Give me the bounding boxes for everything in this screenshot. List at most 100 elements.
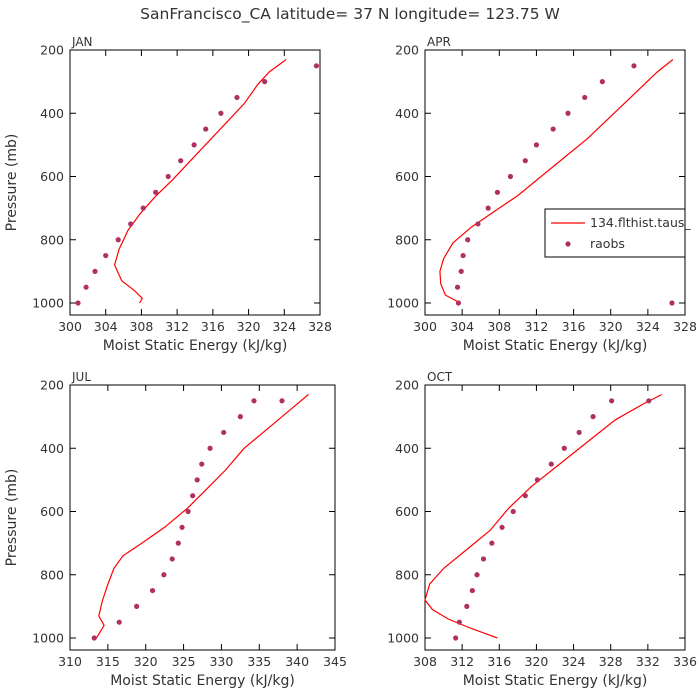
raobs-point bbox=[190, 493, 196, 499]
raobs-point bbox=[455, 300, 462, 306]
y-tick-label: 800 bbox=[40, 232, 64, 247]
raobs-point bbox=[134, 603, 140, 609]
raobs-point bbox=[485, 205, 491, 211]
y-tick-label: 600 bbox=[395, 504, 419, 519]
raobs-point bbox=[234, 94, 240, 101]
x-tick-label: 336 bbox=[673, 654, 697, 669]
legend-label-model: 134.flthist.taus_ bbox=[590, 215, 691, 230]
raobs-point bbox=[313, 63, 320, 69]
chart-panel-jan: 300 304 308 312 316 320 324 328 200 400 600 800 1000… bbox=[4, 35, 332, 354]
x-tick-label: 316 bbox=[487, 654, 511, 669]
model-line bbox=[439, 59, 674, 304]
y-tick-label: 1000 bbox=[32, 631, 64, 646]
y-axis-label: Pressure (mb) bbox=[4, 134, 20, 232]
x-axis-label: Moist Static Energy (kJ/kg) bbox=[103, 338, 288, 354]
y-tick-label: 600 bbox=[40, 169, 64, 184]
y-tick-label: 800 bbox=[395, 567, 419, 582]
panel-title: JAN bbox=[71, 35, 93, 49]
figure-title: SanFrancisco_CA latitude= 37 N longitude… bbox=[140, 5, 560, 24]
raobs-point bbox=[179, 524, 185, 530]
raobs-point bbox=[474, 572, 480, 578]
raobs-point bbox=[91, 635, 97, 641]
raobs-point bbox=[221, 429, 227, 436]
x-tick-label: 332 bbox=[636, 654, 660, 669]
x-tick-label: 304 bbox=[94, 319, 118, 334]
y-axis-label: Pressure (mb) bbox=[4, 469, 20, 567]
raobs-point bbox=[507, 173, 514, 180]
y-tick-label: 1000 bbox=[387, 631, 419, 646]
raobs-point bbox=[475, 221, 481, 227]
x-tick-label: 308 bbox=[487, 319, 511, 334]
raobs-point bbox=[279, 398, 285, 404]
raobs-point bbox=[565, 110, 571, 116]
x-axis-label: Moist Static Energy (kJ/kg) bbox=[110, 673, 295, 689]
legend-label-raobs: raobs bbox=[590, 236, 625, 251]
x-tick-label: 330 bbox=[209, 654, 233, 669]
raobs-point bbox=[199, 461, 205, 467]
x-tick-label: 340 bbox=[285, 654, 309, 669]
raobs-point bbox=[453, 635, 459, 641]
raobs-point bbox=[522, 158, 528, 164]
raobs-point bbox=[103, 252, 109, 259]
x-tick-label: 316 bbox=[562, 319, 586, 334]
x-tick-label: 312 bbox=[165, 319, 189, 334]
raobs-point bbox=[194, 477, 200, 483]
raobs-point bbox=[140, 205, 146, 211]
raobs-point bbox=[456, 619, 462, 625]
raobs-point bbox=[590, 414, 596, 420]
raobs-point bbox=[178, 158, 184, 164]
raobs-point bbox=[262, 79, 268, 85]
x-tick-label: 324 bbox=[562, 654, 586, 669]
raobs-point bbox=[533, 142, 540, 148]
raobs-point bbox=[460, 252, 466, 259]
raobs-point bbox=[153, 189, 159, 195]
raobs-point bbox=[191, 142, 197, 148]
x-tick-label: 345 bbox=[323, 654, 347, 669]
chart-panel-oct: 308 312 316 320 324 328 332 336 200 400 600 800 1000… bbox=[387, 370, 697, 689]
y-tick-label: 200 bbox=[395, 378, 419, 393]
raobs-point bbox=[237, 414, 243, 420]
panel-title: OCT bbox=[427, 370, 453, 384]
legend-box bbox=[544, 208, 686, 258]
x-tick-label: 308 bbox=[129, 319, 153, 334]
y-tick-label: 800 bbox=[40, 567, 64, 582]
model-line bbox=[424, 393, 663, 639]
x-tick-label: 320 bbox=[599, 319, 623, 334]
y-tick-label: 600 bbox=[395, 169, 419, 184]
raobs-point bbox=[116, 619, 122, 625]
x-tick-label: 308 bbox=[413, 654, 437, 669]
raobs-point bbox=[175, 540, 181, 546]
raobs-point bbox=[464, 603, 470, 609]
raobs-point bbox=[458, 268, 464, 274]
raobs-point bbox=[92, 268, 98, 274]
raobs-point bbox=[469, 587, 475, 594]
plot-frame bbox=[424, 49, 686, 316]
x-tick-label: 320 bbox=[134, 654, 158, 669]
y-tick-label: 1000 bbox=[32, 296, 64, 311]
x-tick-label: 325 bbox=[172, 654, 196, 669]
y-tick-label: 1000 bbox=[387, 296, 419, 311]
raobs-point bbox=[149, 587, 156, 594]
plot-frame bbox=[424, 384, 686, 651]
raobs-point bbox=[669, 300, 675, 306]
y-tick-label: 400 bbox=[40, 441, 64, 456]
raobs-point bbox=[454, 284, 461, 290]
y-tick-label: 400 bbox=[40, 106, 64, 121]
raobs-point bbox=[251, 398, 257, 404]
raobs-point bbox=[185, 508, 191, 515]
x-tick-label: 324 bbox=[272, 319, 296, 334]
raobs-point bbox=[494, 189, 501, 195]
x-axis-label: Moist Static Energy (kJ/kg) bbox=[463, 338, 648, 354]
raobs-point bbox=[75, 300, 81, 306]
y-tick-label: 600 bbox=[40, 504, 64, 519]
model-line bbox=[113, 59, 287, 304]
raobs-point bbox=[582, 94, 588, 101]
raobs-point bbox=[510, 508, 516, 515]
raobs-point bbox=[115, 237, 121, 243]
panel-title: APR bbox=[427, 35, 451, 49]
x-tick-label: 328 bbox=[599, 654, 623, 669]
legend-marker-swatch bbox=[565, 241, 571, 247]
raobs-point bbox=[631, 63, 637, 69]
raobs-point bbox=[522, 493, 528, 499]
raobs-point bbox=[128, 221, 134, 227]
